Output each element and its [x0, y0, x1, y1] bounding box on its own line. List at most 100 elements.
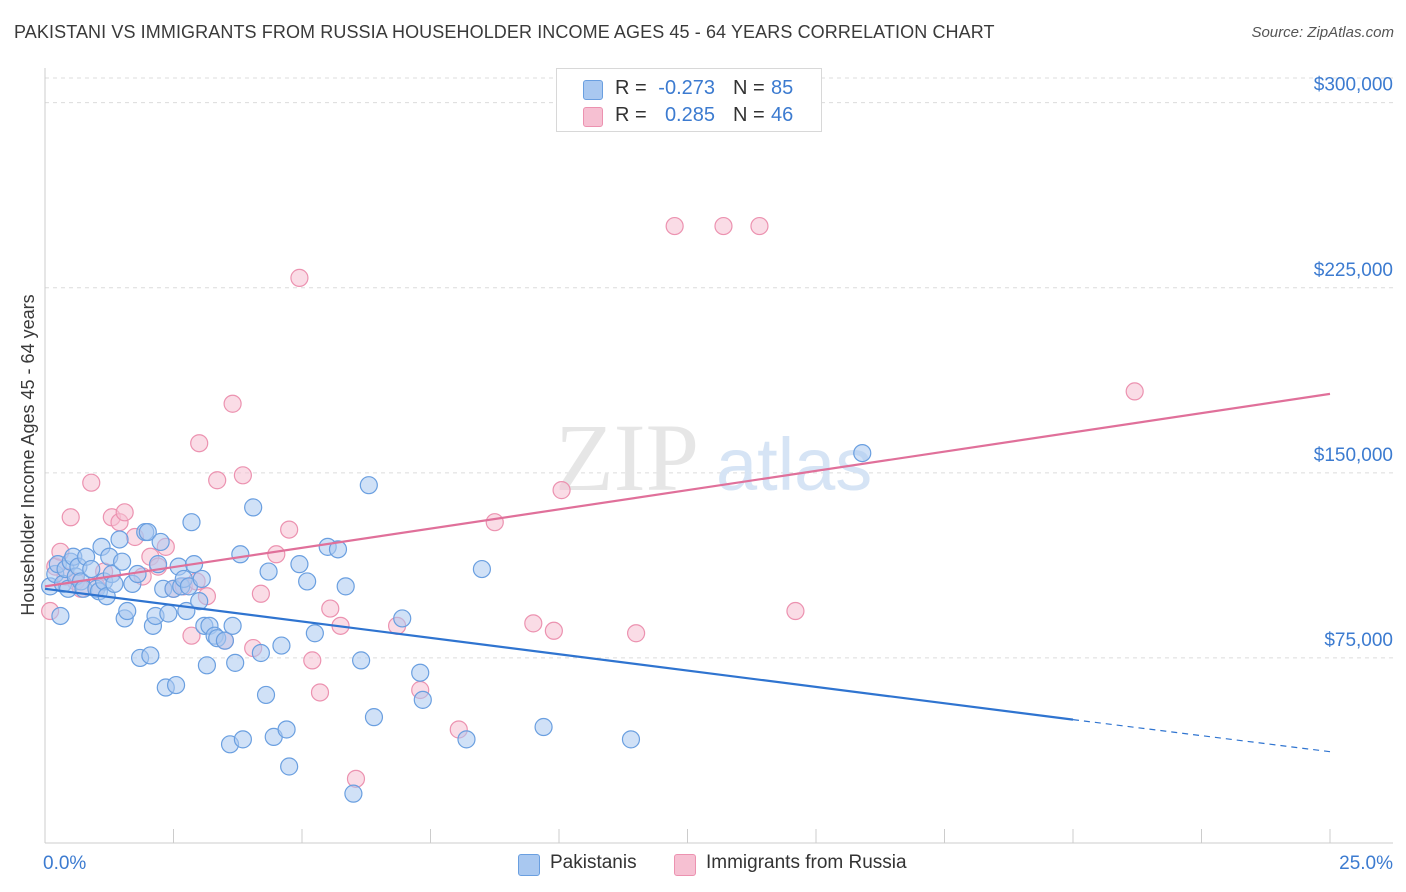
point-russia — [190, 434, 209, 453]
trend-line-russia — [44, 392, 1331, 588]
point-pakistanis — [272, 636, 291, 655]
point-pakistanis — [359, 476, 378, 495]
point-pakistanis — [138, 522, 157, 542]
point-pakistanis — [182, 513, 201, 532]
point-russia — [233, 466, 252, 485]
legend-n-value: 85 — [771, 77, 794, 99]
watermark: ZIP atlas — [555, 404, 872, 511]
legend-swatch-pakistanis — [518, 854, 540, 876]
point-pakistanis — [244, 498, 263, 517]
point-pakistanis — [853, 443, 872, 463]
point-pakistanis — [413, 690, 432, 709]
point-pakistanis — [112, 552, 132, 571]
point-pakistanis — [233, 730, 252, 749]
point-pakistanis — [259, 562, 278, 581]
legend-r-label: R = — [615, 77, 647, 99]
point-russia — [321, 599, 340, 618]
y-tick-labels: $75,000 $150,000 $225,000 $300,000 — [1314, 75, 1393, 651]
y-tick-label: $225,000 — [1314, 260, 1393, 281]
point-pakistanis — [277, 720, 296, 739]
point-pakistanis — [231, 545, 250, 564]
gridlines — [45, 77, 1393, 659]
point-russia — [1125, 382, 1144, 401]
point-russia — [665, 216, 684, 236]
point-pakistanis — [192, 569, 211, 589]
point-russia — [303, 651, 322, 670]
point-pakistanis — [472, 559, 491, 579]
point-russia — [251, 584, 270, 603]
watermark-atlas: atlas — [716, 423, 872, 506]
point-russia — [61, 508, 80, 527]
point-pakistanis — [336, 577, 355, 596]
point-pakistanis — [110, 530, 129, 549]
point-pakistanis — [190, 592, 209, 611]
point-pakistanis — [159, 604, 178, 623]
legend-r-value: 0.285 — [664, 104, 715, 126]
legend-n-value: 46 — [771, 104, 794, 126]
point-russia — [290, 268, 309, 287]
point-pakistanis — [51, 606, 70, 626]
point-russia — [267, 545, 286, 564]
legend-label-pakistanis: Pakistanis — [550, 852, 637, 873]
point-pakistanis — [290, 555, 309, 574]
trend-line-pakistanis — [44, 587, 1074, 721]
trend-lines — [44, 392, 1331, 753]
legend-swatch-russia — [674, 854, 696, 876]
legend-swatch-pakistanis — [583, 80, 603, 100]
legend-row-russia: R = 0.285 N = 46 — [557, 102, 821, 130]
axes — [44, 68, 1393, 844]
point-pakistanis — [298, 572, 317, 591]
point-pakistanis — [621, 730, 641, 749]
y-axis-label: Householder Income Ages 45 - 64 years — [18, 294, 38, 615]
point-russia — [310, 683, 330, 702]
point-pakistanis — [251, 643, 270, 663]
point-pakistanis — [151, 532, 170, 552]
point-russia — [280, 520, 299, 539]
point-pakistanis — [457, 730, 476, 749]
point-pakistanis — [141, 646, 160, 665]
y-tick-label: $75,000 — [1324, 630, 1393, 651]
point-pakistanis — [328, 540, 348, 559]
point-russia — [82, 473, 101, 492]
y-tick-label: $300,000 — [1314, 75, 1393, 96]
point-russia — [544, 621, 563, 640]
x-tick-label-max: 25.0% — [1339, 853, 1393, 874]
legend-r-label: R = — [615, 104, 647, 126]
legend-n-label: N = — [733, 104, 765, 126]
point-pakistanis — [166, 675, 186, 695]
legend-row-pakistanis: R = -0.273 N = 85 — [557, 75, 821, 103]
point-pakistanis — [305, 624, 324, 643]
point-pakistanis — [352, 651, 371, 670]
point-pakistanis — [393, 609, 412, 628]
point-russia — [750, 216, 769, 236]
point-russia — [208, 471, 227, 490]
point-pakistanis — [534, 717, 553, 737]
point-russia — [346, 769, 366, 788]
legend-swatch-russia — [583, 107, 603, 127]
trend-line-pakistanis-projection — [1072, 719, 1331, 753]
legend-label-russia: Immigrants from Russia — [706, 852, 907, 873]
point-pakistanis — [215, 631, 234, 650]
point-russia — [524, 614, 543, 633]
point-pakistanis — [118, 601, 137, 621]
point-pakistanis — [364, 708, 384, 727]
point-russia — [626, 624, 646, 643]
point-russia — [223, 394, 242, 413]
point-pakistanis — [226, 653, 245, 672]
point-pakistanis — [82, 559, 101, 579]
point-russia — [552, 481, 571, 500]
y-tick-label: $150,000 — [1314, 445, 1393, 466]
point-pakistanis — [344, 784, 363, 803]
source-label: Source: ZipAtlas.com — [1251, 24, 1394, 41]
point-russia — [485, 513, 504, 532]
point-pakistanis — [411, 663, 430, 682]
point-pakistanis — [223, 616, 242, 635]
legend-r-value: -0.273 — [658, 77, 715, 99]
point-russia — [182, 626, 201, 645]
point-pakistanis — [280, 757, 299, 776]
legend-n-label: N = — [733, 77, 765, 99]
chart-title: PAKISTANI VS IMMIGRANTS FROM RUSSIA HOUS… — [14, 22, 995, 42]
point-russia — [115, 503, 134, 522]
point-russia — [714, 216, 733, 236]
